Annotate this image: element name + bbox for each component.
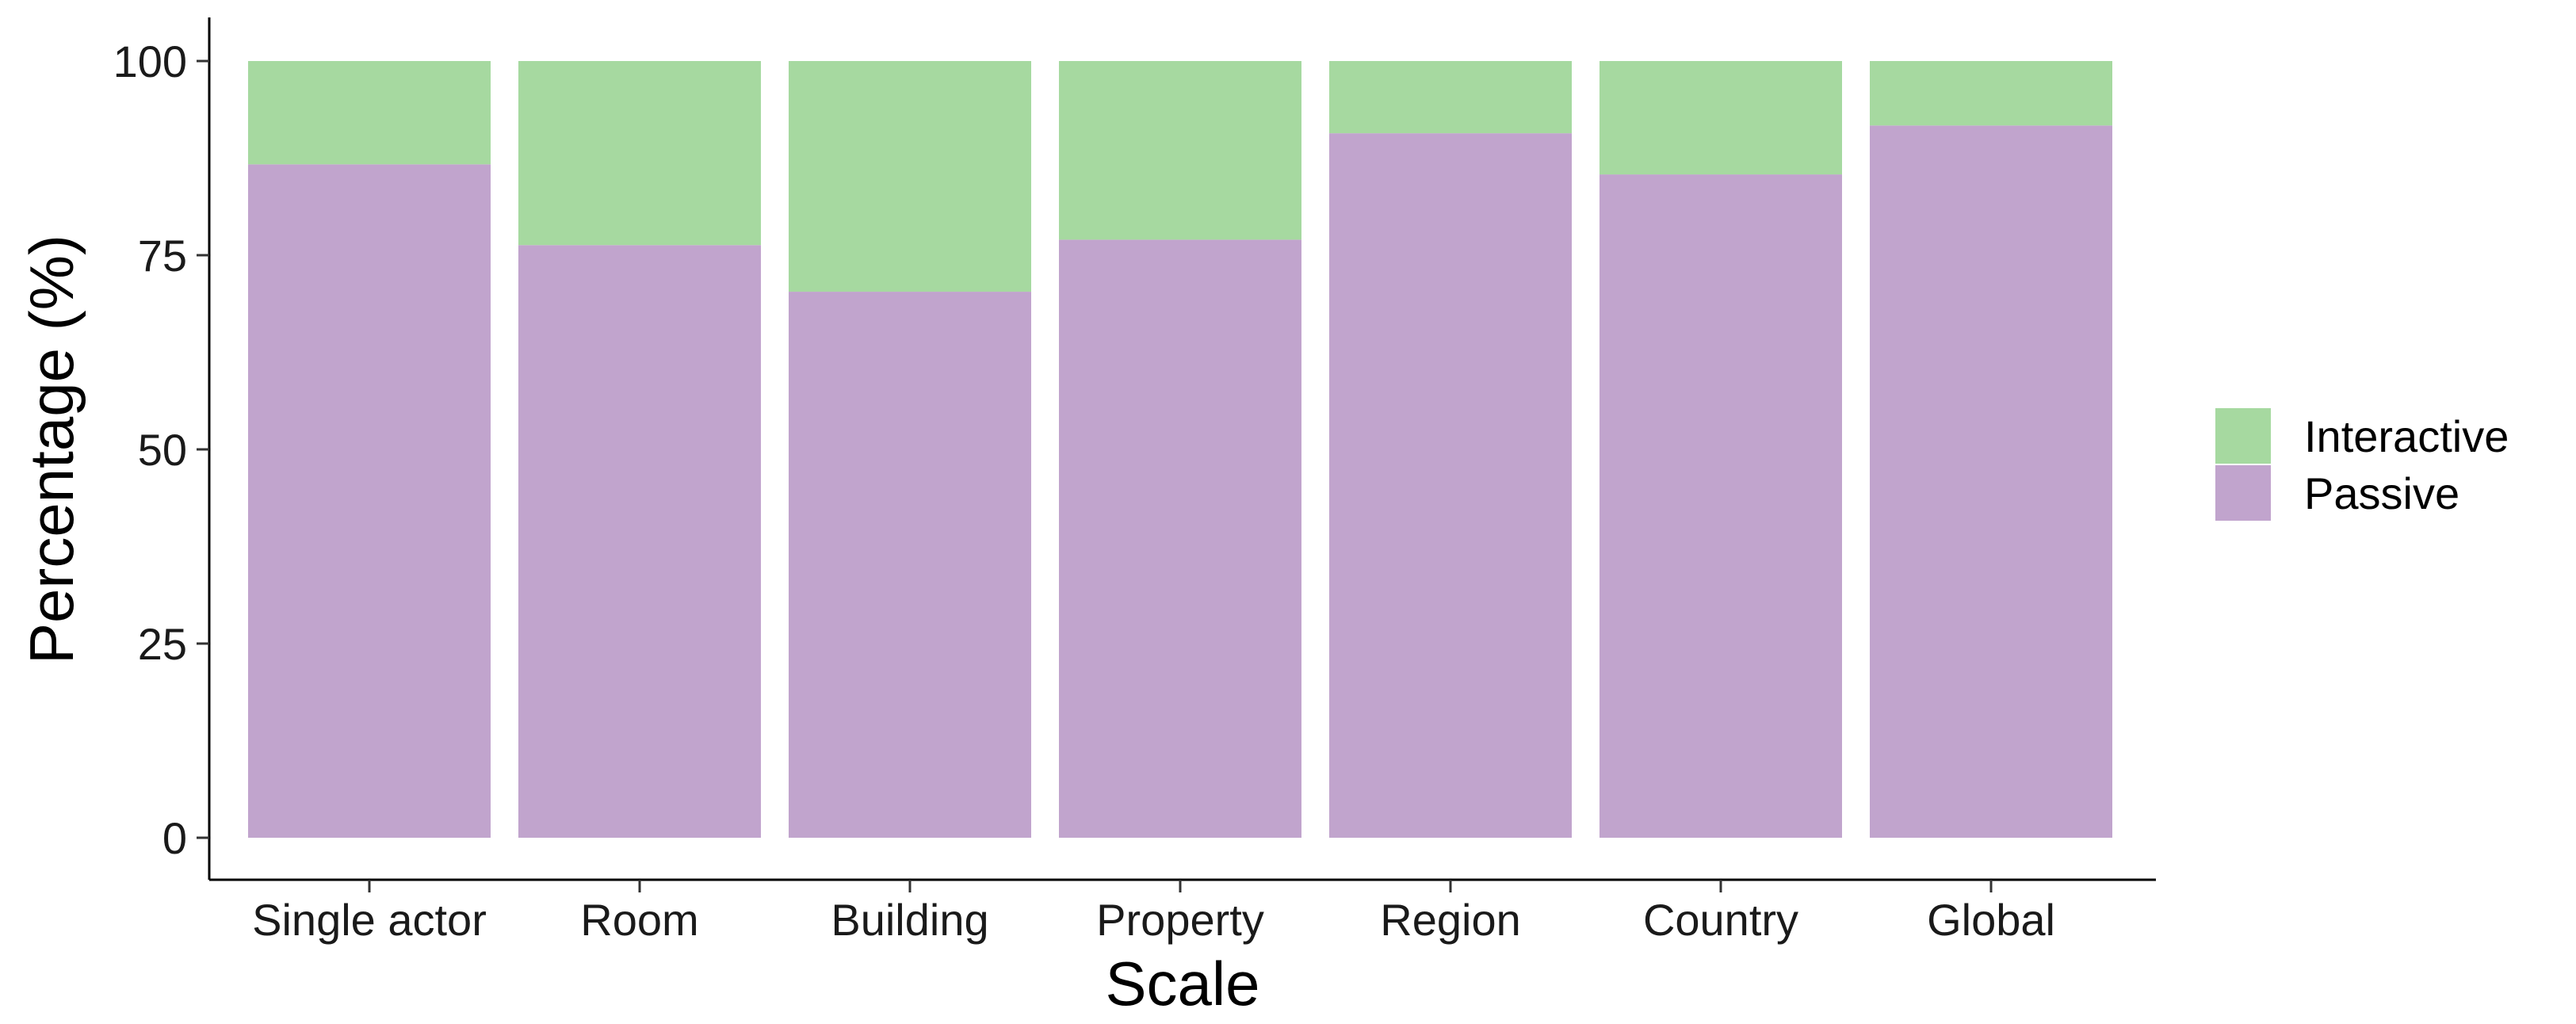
legend-label-interactive: Interactive <box>2304 411 2509 461</box>
y-ticks-group: 0 25 50 75 100 <box>113 36 209 863</box>
bar-room-passive <box>518 245 761 838</box>
bar-property-passive <box>1059 239 1301 838</box>
legend-swatch-passive <box>2215 465 2271 521</box>
bar-region-interactive <box>1329 61 1572 134</box>
x-tick-label-global: Global <box>1927 895 2055 945</box>
x-tick-label-region: Region <box>1380 895 1520 945</box>
x-tick-label-country: Country <box>1643 895 1798 945</box>
legend-label-passive: Passive <box>2304 468 2459 518</box>
y-tick-label: 75 <box>138 231 187 281</box>
legend-swatch-interactive <box>2215 408 2271 464</box>
x-tick-label-building: Building <box>831 895 988 945</box>
bar-single-actor-interactive <box>248 61 491 165</box>
legend: Interactive Passive <box>2215 408 2509 521</box>
bar-region-passive <box>1329 133 1572 838</box>
x-ticks-group: Single actor Room Building Property Region Co… <box>252 880 2055 945</box>
bar-country-passive <box>1599 174 1842 838</box>
bar-building-passive <box>789 292 1031 838</box>
bar-country-interactive <box>1599 61 1842 175</box>
bars-group <box>248 61 2112 839</box>
bar-building-interactive <box>789 61 1031 292</box>
y-tick-label: 25 <box>138 619 187 669</box>
y-tick-label: 100 <box>113 36 187 86</box>
bar-global-interactive <box>1870 61 2112 126</box>
bar-global-passive <box>1870 125 2112 839</box>
bar-single-actor-passive <box>248 164 491 839</box>
x-axis-title: Scale <box>1105 949 1259 1018</box>
bar-property-interactive <box>1059 61 1301 240</box>
x-tick-label-property: Property <box>1096 895 1264 945</box>
x-tick-label-single-actor: Single actor <box>252 895 487 945</box>
x-tick-label-room: Room <box>580 895 698 945</box>
y-tick-label: 50 <box>138 425 187 475</box>
y-axis-title: Percentage (%) <box>17 235 86 664</box>
y-tick-label: 0 <box>162 813 187 863</box>
bar-room-interactive <box>518 61 761 246</box>
